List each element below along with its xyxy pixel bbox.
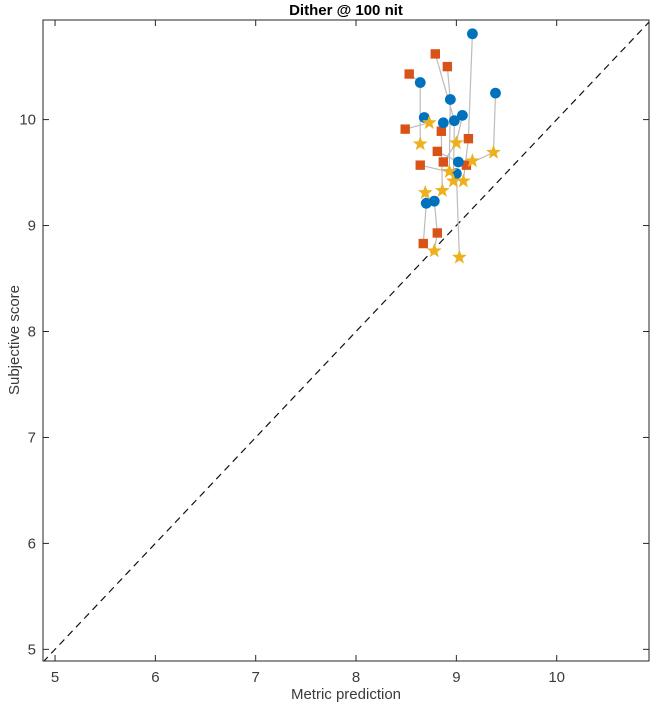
x-tick-label: 6 (151, 669, 159, 686)
data-point-star (465, 153, 480, 168)
y-tick-label: 10 (19, 112, 36, 129)
y-tick-label: 9 (28, 218, 36, 235)
data-point-circle (467, 28, 478, 40)
data-point-circle (414, 77, 426, 88)
y-tick-label: 5 (28, 641, 36, 658)
data-point-star (451, 249, 467, 264)
data-point-star (445, 173, 461, 188)
data-point-square (415, 160, 425, 170)
y-tick-label: 6 (28, 535, 36, 552)
data-point-square (461, 160, 472, 170)
axis-box (42, 19, 650, 662)
y-tick-label: 8 (28, 323, 36, 340)
x-tick-label: 5 (51, 669, 59, 686)
data-point-square (463, 133, 474, 144)
x-tick-label: 9 (452, 669, 460, 686)
data-point-square (430, 49, 440, 59)
identity-line (43, 21, 649, 661)
data-point-circle (444, 94, 456, 105)
data-point-star (486, 144, 501, 159)
data-point-star (417, 184, 433, 200)
data-point-square (436, 126, 447, 136)
y-axis-label: Subjective score (6, 285, 23, 395)
data-point-square (442, 61, 453, 72)
data-point-circle (448, 115, 460, 127)
data-point-circle (418, 112, 430, 123)
plot-area: 5 6 7 8 9 10 5 6 7 8 9 10 (19, 19, 650, 686)
data-point-star (434, 182, 450, 197)
data-point-square (432, 146, 443, 157)
data-point-square (432, 228, 443, 238)
chart-title: Dither @ 100 nit (289, 2, 403, 19)
x-tick-label: 8 (352, 669, 360, 686)
data-point-square (404, 69, 414, 79)
data-point-square (418, 238, 428, 249)
data-point-square (438, 157, 449, 167)
data-point-star (441, 163, 457, 178)
data-point-square (400, 124, 410, 134)
x-tick-label: 10 (548, 669, 565, 686)
y-tick-label: 7 (28, 429, 36, 446)
connector-line (433, 201, 438, 252)
data-point-circle (437, 117, 449, 129)
data-point-circle (428, 195, 440, 207)
data-point-circle (490, 87, 501, 99)
data-point-star (426, 243, 442, 258)
data-point-star (448, 135, 464, 150)
x-tick-label: 7 (252, 669, 260, 686)
data-point-star (421, 114, 437, 130)
data-point-star (455, 173, 471, 188)
data-point-circle (456, 109, 468, 121)
data-point-circle (452, 156, 464, 168)
x-axis-label: Metric prediction (291, 686, 401, 703)
data-point-star (412, 136, 428, 151)
